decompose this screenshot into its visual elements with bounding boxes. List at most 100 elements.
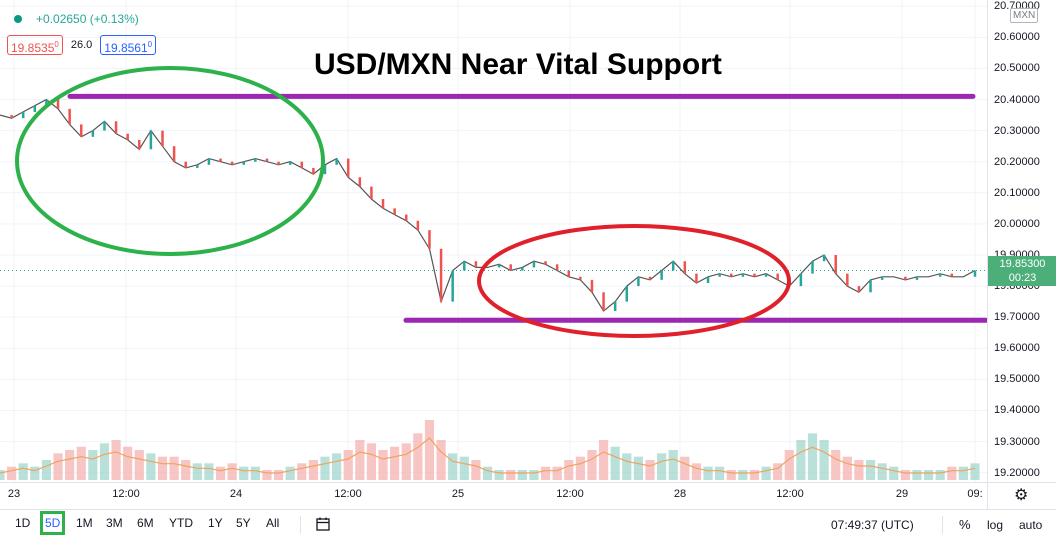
price-tick-label: 19.40000 — [994, 404, 1040, 417]
volume-bar — [784, 450, 794, 480]
market-status-icon — [14, 15, 22, 23]
price-chart[interactable] — [0, 0, 987, 482]
time-tick-label: 12:00 — [776, 488, 804, 500]
range-button-ytd[interactable]: YTD — [169, 516, 193, 530]
log-scale-button[interactable]: log — [987, 518, 1004, 532]
range-button-3m[interactable]: 3M — [106, 516, 123, 530]
volume-bar — [390, 446, 400, 480]
volume-bar — [459, 456, 469, 480]
currency-badge[interactable]: MXN — [1010, 8, 1039, 23]
volume-bar — [912, 470, 922, 480]
volume-bar — [53, 453, 63, 480]
volume-bar — [668, 450, 678, 480]
volume-bar — [970, 463, 980, 480]
volume-bar — [239, 466, 249, 480]
volume-bar — [958, 466, 968, 480]
volume-bar — [332, 453, 342, 480]
range-button-5d[interactable]: 5D — [39, 511, 66, 535]
volume-bar — [517, 470, 527, 480]
calendar-range-icon[interactable] — [315, 516, 331, 535]
auto-scale-button[interactable]: auto — [1019, 518, 1043, 532]
price-tick-label: 20.10000 — [994, 186, 1040, 199]
buy-price: 19.8561 — [104, 41, 148, 55]
volume-bar — [378, 450, 388, 480]
volume-bar — [169, 456, 179, 480]
time-tick-label: 12:00 — [556, 488, 584, 500]
volume-bar — [215, 466, 226, 480]
volume-bar — [529, 470, 539, 480]
highlight-ellipse-right[interactable] — [477, 224, 791, 338]
highlight-ellipse-left[interactable] — [15, 66, 325, 256]
range-button-1m[interactable]: 1M — [76, 516, 93, 530]
volume-bar — [715, 466, 725, 480]
volume-bar — [540, 466, 551, 480]
volume-bar — [865, 460, 876, 480]
buy-button[interactable]: 19.85610 — [100, 35, 157, 55]
volume-bar — [308, 460, 318, 480]
volume-bar — [448, 453, 458, 480]
range-button-1d[interactable]: 1D — [15, 516, 31, 530]
range-button-all[interactable]: All — [266, 516, 280, 530]
volume-bar — [552, 466, 562, 480]
sell-button[interactable]: 19.85350 — [7, 35, 63, 55]
divider — [300, 516, 301, 534]
time-axis[interactable]: 23 12:00 24 12:00 25 12:00 28 12:00 29 09: — [0, 482, 987, 509]
current-price: 19.85300 — [999, 257, 1046, 270]
volume-bar — [146, 453, 156, 480]
range-button-6m[interactable]: 6M — [137, 516, 154, 530]
percent-scale-button[interactable]: % — [959, 517, 971, 532]
price-tick-label: 19.50000 — [994, 373, 1040, 386]
volume-bar — [703, 466, 713, 480]
volume-bar — [366, 443, 377, 480]
volume-bar — [610, 446, 620, 480]
price-tick-label: 20.00000 — [994, 217, 1040, 230]
range-button-5y[interactable]: 5Y — [236, 516, 251, 530]
volume-bar — [111, 440, 121, 480]
axis-settings[interactable]: ⚙ — [987, 482, 1056, 509]
time-tick-label: 12:00 — [334, 488, 362, 500]
chart-title: USD/MXN Near Vital Support — [314, 48, 722, 81]
volume-ma-line — [0, 437, 976, 474]
volume-bar — [947, 466, 957, 480]
price-tick-label: 19.70000 — [994, 311, 1040, 324]
volume-bar — [807, 433, 818, 480]
volume-bar — [645, 460, 655, 480]
volume-bar — [494, 470, 504, 480]
time-tick-label: 24 — [229, 488, 243, 500]
price-line — [0, 98, 976, 312]
price-tick-label: 19.20000 — [994, 466, 1040, 479]
volume-bar — [123, 446, 133, 480]
time-tick-label: 23 — [7, 488, 21, 500]
volume-bar — [76, 446, 86, 480]
chart-area[interactable]: +0.02650 (+0.13%) 19.85350 26.0 19.85610… — [0, 0, 987, 482]
gear-icon[interactable]: ⚙ — [1014, 487, 1029, 504]
current-price-label: 19.85300 00:23 — [988, 255, 1056, 286]
divider — [942, 516, 943, 534]
volume-bar — [842, 456, 852, 480]
volume-bar — [749, 470, 760, 480]
volume-bar — [506, 470, 516, 480]
price-tick-label: 20.40000 — [994, 93, 1040, 106]
sell-price-sup: 0 — [54, 40, 59, 49]
volume-bar — [99, 443, 110, 480]
volume-bar — [900, 470, 910, 480]
volume-bar — [18, 463, 28, 480]
volume-bar — [622, 453, 632, 480]
sell-price: 19.8535 — [11, 41, 55, 55]
volume-bar — [343, 450, 353, 480]
volume-bar — [482, 466, 493, 480]
volume-bar — [436, 440, 446, 480]
price-change: +0.02650 (+0.13%) — [36, 12, 139, 26]
price-tick-label: 19.30000 — [994, 435, 1040, 448]
volume-bar — [691, 463, 702, 480]
range-button-1y[interactable]: 1Y — [208, 516, 223, 530]
volume-bar — [598, 440, 609, 480]
time-tick-label: 09: — [967, 488, 983, 500]
utc-clock[interactable]: 07:49:37 (UTC) — [831, 518, 914, 532]
time-tick-label: 28 — [673, 488, 687, 500]
volume-bar — [796, 440, 806, 480]
volume-bar — [30, 466, 40, 480]
volume-bar — [227, 463, 237, 480]
price-axis[interactable]: 20.70000 20.60000 20.50000 20.40000 20.30000… — [987, 0, 1056, 482]
volume-bar — [831, 450, 841, 480]
